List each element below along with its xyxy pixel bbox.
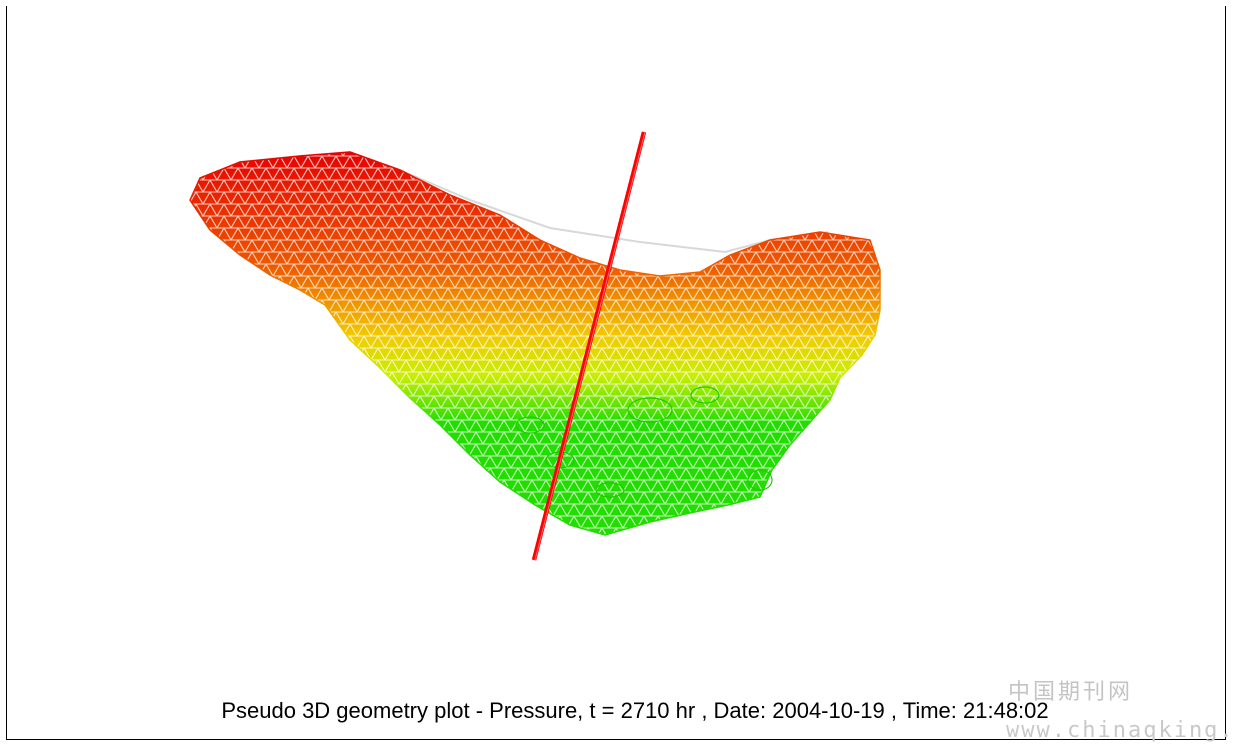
- watermark-url: www.chinaqking.com: [1006, 718, 1236, 743]
- frame-border-bottom: [6, 739, 1226, 740]
- frame-border-right: [1225, 6, 1226, 739]
- mesh-refinement-clusters: [515, 386, 773, 498]
- well-trajectory: [531, 131, 647, 561]
- pressure-surface: [190, 152, 880, 535]
- frame-border-left: [6, 6, 7, 739]
- surface-outline: [189, 151, 881, 536]
- well-trajectory-highlight: [534, 131, 646, 561]
- plot-caption: Pseudo 3D geometry plot - Pressure, t = …: [221, 698, 1049, 723]
- watermark-cn: 中国期刊网: [1008, 680, 1134, 705]
